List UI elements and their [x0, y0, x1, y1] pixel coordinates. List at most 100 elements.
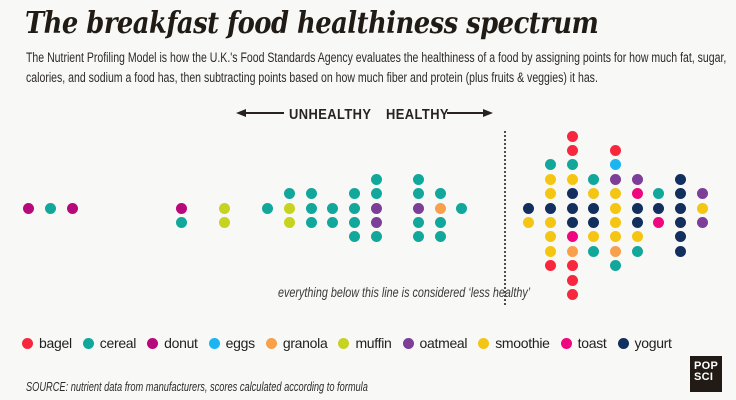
legend: bagel cereal donut eggs granola muffin oatmeal…	[22, 335, 672, 351]
dot-yogurt	[587, 202, 599, 214]
dot-oatmeal	[412, 202, 424, 214]
dot-eggs	[609, 159, 621, 171]
dot-cereal	[370, 188, 382, 200]
dot-cereal	[348, 216, 360, 228]
dot-yogurt	[674, 216, 686, 228]
dot-smoothie	[609, 202, 621, 214]
subtitle: The Nutrient Profiling Model is how the …	[26, 48, 726, 88]
source-note: SOURCE: nutrient data from manufacturers…	[26, 380, 368, 394]
legend-item-yogurt: yogurt	[617, 335, 672, 351]
dot-yogurt	[522, 202, 534, 214]
legend-label-toast: toast	[577, 335, 607, 351]
dot-muffin	[283, 202, 295, 214]
legend-label-cereal: cereal	[99, 335, 137, 351]
dot-bagel	[566, 274, 578, 286]
dot-toast	[566, 231, 578, 243]
dot-cereal	[412, 173, 424, 185]
legend-label-yogurt: yogurt	[634, 335, 672, 351]
dot-donut	[66, 202, 78, 214]
legend-item-muffin: muffin	[338, 335, 392, 351]
dot-muffin	[218, 202, 230, 214]
legend-dot-toast	[560, 337, 572, 349]
dot-cereal	[434, 231, 446, 243]
dot-cereal	[348, 188, 360, 200]
dot-cereal	[370, 173, 382, 185]
dot-cereal	[348, 202, 360, 214]
dot-yogurt	[674, 173, 686, 185]
dot-smoothie	[587, 188, 599, 200]
healthy-axis-label: HEALTHY	[386, 106, 449, 123]
dot-cereal	[412, 231, 424, 243]
dot-cereal	[326, 202, 338, 214]
dot-smoothie	[609, 231, 621, 243]
dot-bagel	[566, 130, 578, 142]
dot-cereal	[566, 159, 578, 171]
dot-yogurt	[587, 216, 599, 228]
dot-smoothie	[587, 231, 599, 243]
dot-smoothie	[522, 216, 534, 228]
dot-smoothie	[544, 216, 556, 228]
dot-donut	[22, 202, 34, 214]
legend-dot-donut	[147, 337, 159, 349]
dot-toast	[631, 188, 643, 200]
dot-oatmeal	[696, 188, 708, 200]
legend-item-donut: donut	[147, 335, 198, 351]
legend-item-toast: toast	[560, 335, 607, 351]
dot-yogurt	[566, 188, 578, 200]
dot-cereal	[587, 245, 599, 257]
left-arrow-line	[245, 112, 284, 114]
healthy-threshold-divider	[504, 131, 506, 305]
dot-yogurt	[674, 245, 686, 257]
dot-donut	[175, 202, 187, 214]
dot-bagel	[544, 260, 556, 272]
dot-smoothie	[544, 188, 556, 200]
dot-smoothie	[544, 231, 556, 243]
legend-label-bagel: bagel	[39, 335, 72, 351]
dot-yogurt	[674, 202, 686, 214]
dot-cereal	[370, 231, 382, 243]
dot-cereal	[455, 202, 467, 214]
legend-label-smoothie: smoothie	[495, 335, 550, 351]
legend-label-granola: granola	[282, 335, 328, 351]
legend-item-cereal: cereal	[82, 335, 137, 351]
dot-muffin	[218, 216, 230, 228]
dot-smoothie	[544, 173, 556, 185]
legend-label-oatmeal: oatmeal	[419, 335, 468, 351]
dot-bagel	[566, 144, 578, 156]
dot-yogurt	[566, 202, 578, 214]
dot-cereal	[412, 216, 424, 228]
logo-line-2: SCI	[694, 370, 714, 383]
dot-smoothie	[696, 202, 708, 214]
legend-label-donut: donut	[164, 335, 198, 351]
subtitle-line-2: calories, and sodium a food has, then su…	[26, 70, 598, 85]
dot-smoothie	[544, 245, 556, 257]
dot-bagel	[566, 260, 578, 272]
legend-item-smoothie: smoothie	[478, 335, 550, 351]
dot-cereal	[652, 188, 664, 200]
dot-cereal	[305, 188, 317, 200]
dot-cereal	[544, 159, 556, 171]
dot-bagel	[609, 144, 621, 156]
dot-yogurt	[674, 231, 686, 243]
dot-cereal	[44, 202, 56, 214]
dot-cereal	[434, 188, 446, 200]
dot-cereal	[609, 260, 621, 272]
dot-toast	[652, 216, 664, 228]
dot-oatmeal	[609, 173, 621, 185]
unhealthy-axis-label: UNHEALTHY	[289, 106, 372, 123]
dot-granola	[609, 245, 621, 257]
threshold-annotation: everything below this line is considered…	[278, 285, 531, 300]
dot-oatmeal	[370, 202, 382, 214]
dot-muffin	[283, 216, 295, 228]
dot-cereal	[283, 188, 295, 200]
dot-cereal	[326, 216, 338, 228]
dot-granola	[566, 245, 578, 257]
dot-cereal	[434, 216, 446, 228]
legend-label-muffin: muffin	[355, 335, 392, 351]
legend-dot-eggs	[208, 337, 220, 349]
dot-bagel	[566, 288, 578, 300]
legend-dot-smoothie	[478, 337, 490, 349]
dot-yogurt	[631, 202, 643, 214]
page-title: The breakfast food healthiness spectrum	[25, 6, 599, 41]
